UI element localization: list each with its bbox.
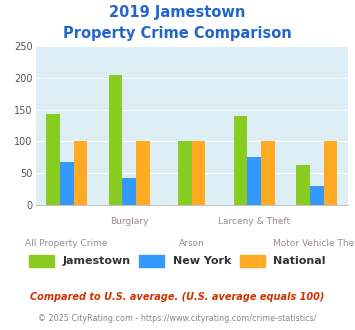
Bar	[323, 141, 337, 205]
Text: Burglary: Burglary	[110, 217, 148, 226]
Text: Arson: Arson	[179, 240, 204, 248]
Bar	[73, 141, 87, 205]
Legend: Jamestown, New York, National: Jamestown, New York, National	[29, 254, 326, 267]
Bar	[60, 162, 73, 205]
Bar	[122, 178, 136, 205]
Bar	[109, 75, 122, 205]
Text: © 2025 CityRating.com - https://www.cityrating.com/crime-statistics/: © 2025 CityRating.com - https://www.city…	[38, 314, 317, 323]
Text: All Property Crime: All Property Crime	[26, 240, 108, 248]
Text: Compared to U.S. average. (U.S. average equals 100): Compared to U.S. average. (U.S. average …	[30, 292, 325, 302]
Text: 2019 Jamestown: 2019 Jamestown	[109, 5, 246, 20]
Text: Motor Vehicle Theft: Motor Vehicle Theft	[273, 240, 355, 248]
Bar	[234, 116, 247, 205]
Bar	[261, 141, 275, 205]
Text: Property Crime Comparison: Property Crime Comparison	[63, 26, 292, 41]
Bar	[192, 141, 206, 205]
Bar	[296, 165, 310, 205]
Text: Larceny & Theft: Larceny & Theft	[218, 217, 290, 226]
Bar	[247, 157, 261, 205]
Bar	[310, 186, 323, 205]
Bar	[178, 141, 192, 205]
Bar	[136, 141, 150, 205]
Bar	[46, 114, 60, 205]
